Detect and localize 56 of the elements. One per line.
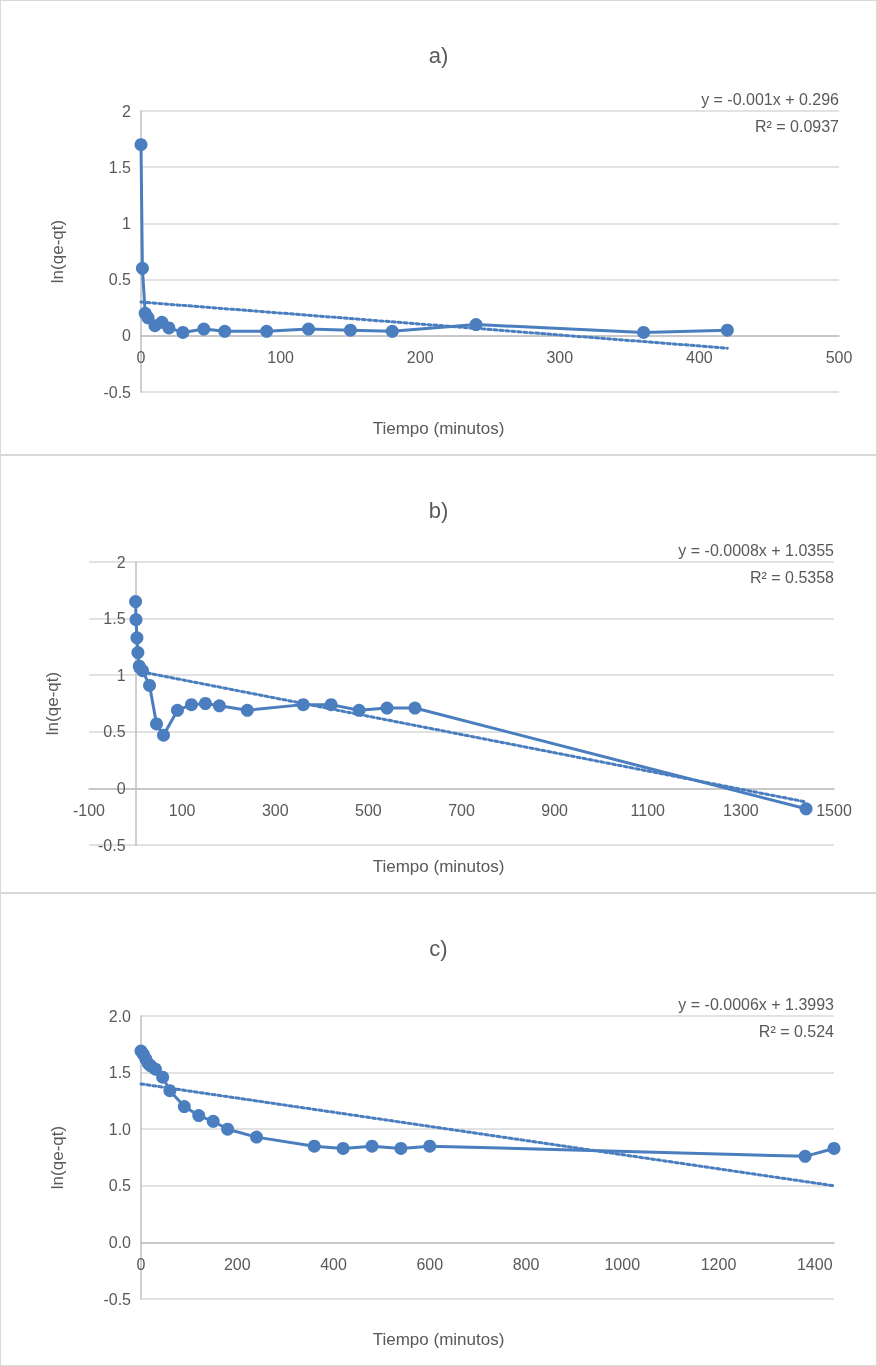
y-axis-title: ln(qe-qt) bbox=[42, 671, 62, 736]
x-tick-label: 100 bbox=[168, 801, 196, 819]
x-tick-label: 300 bbox=[261, 801, 289, 819]
x-axis-title: Tiempo (minutos) bbox=[372, 1330, 505, 1349]
annotation: R² = 0.0937 bbox=[754, 117, 840, 135]
x-tick-label: 500 bbox=[825, 349, 853, 367]
y-tick-label: 0.0 bbox=[108, 1233, 132, 1251]
x-tick-label: 400 bbox=[686, 349, 713, 367]
x-tick-label: 1500 bbox=[816, 801, 852, 819]
x-tick-label: 200 bbox=[406, 349, 434, 367]
y-tick-label: 1.5 bbox=[108, 1064, 132, 1082]
y-tick-label: 0.5 bbox=[103, 723, 126, 741]
y-axis-title: ln(qe-qt) bbox=[48, 219, 67, 284]
chart-title: c) bbox=[429, 935, 448, 961]
annotation: R² = 0.524 bbox=[758, 1022, 835, 1040]
y-tick-label: 2 bbox=[116, 553, 126, 571]
x-tick-label: 1400 bbox=[796, 1255, 833, 1273]
y-tick-label: -0.5 bbox=[103, 1290, 132, 1308]
text: y = -0.001x + 0.296 bbox=[701, 90, 840, 108]
x-axis-title: Tiempo (minutos) bbox=[372, 419, 505, 438]
chart-title: b) bbox=[428, 497, 449, 523]
x-tick-label: 700 bbox=[448, 801, 475, 819]
x-tick-label: 1000 bbox=[604, 1255, 641, 1273]
y-axis-title: ln(qe-qt) bbox=[48, 1125, 67, 1190]
x-tick-label: 1100 bbox=[630, 801, 666, 819]
text: y = -0.0006x + 1.3993 bbox=[678, 995, 835, 1013]
x-axis-title: Tiempo (minutos) bbox=[372, 857, 505, 876]
y-tick-label: 0 bbox=[116, 779, 126, 797]
x-tick-label: 100 bbox=[267, 349, 295, 367]
x-tick-label: 1200 bbox=[700, 1255, 737, 1273]
annotation: R² = 0.5358 bbox=[749, 568, 835, 586]
x-tick-label: 900 bbox=[541, 801, 569, 819]
y-tick-label: 1.5 bbox=[108, 158, 132, 176]
y-tick-label: 1 bbox=[122, 214, 132, 232]
x-tick-label: 1300 bbox=[723, 801, 759, 819]
x-tick-label: 400 bbox=[320, 1255, 347, 1273]
y-tick-label: 0.5 bbox=[108, 271, 132, 289]
x-tick-label: 300 bbox=[546, 349, 574, 367]
x-tick-label: 0 bbox=[136, 1255, 146, 1273]
x-tick-label: 0 bbox=[136, 349, 146, 367]
y-tick-label: 1 bbox=[116, 666, 126, 684]
text: y = -0.0008x + 1.0355 bbox=[678, 541, 835, 559]
x-tick-label: -100 bbox=[72, 801, 106, 819]
y-tick-label: 0.5 bbox=[108, 1177, 132, 1195]
y-tick-label: 1.5 bbox=[103, 610, 126, 628]
x-tick-label: 800 bbox=[512, 1255, 540, 1273]
x-tick-label: 200 bbox=[223, 1255, 251, 1273]
y-tick-label: 0 bbox=[122, 327, 132, 345]
y-tick-label: 2.0 bbox=[108, 1007, 132, 1025]
x-tick-label: 500 bbox=[355, 801, 382, 819]
y-tick-label: -0.5 bbox=[103, 383, 132, 401]
x-tick-label: 600 bbox=[416, 1255, 444, 1273]
y-tick-label: 1.0 bbox=[108, 1120, 132, 1138]
y-tick-label: -0.5 bbox=[97, 836, 126, 854]
chart-title: a) bbox=[428, 42, 449, 68]
y-tick-label: 2 bbox=[122, 102, 132, 120]
